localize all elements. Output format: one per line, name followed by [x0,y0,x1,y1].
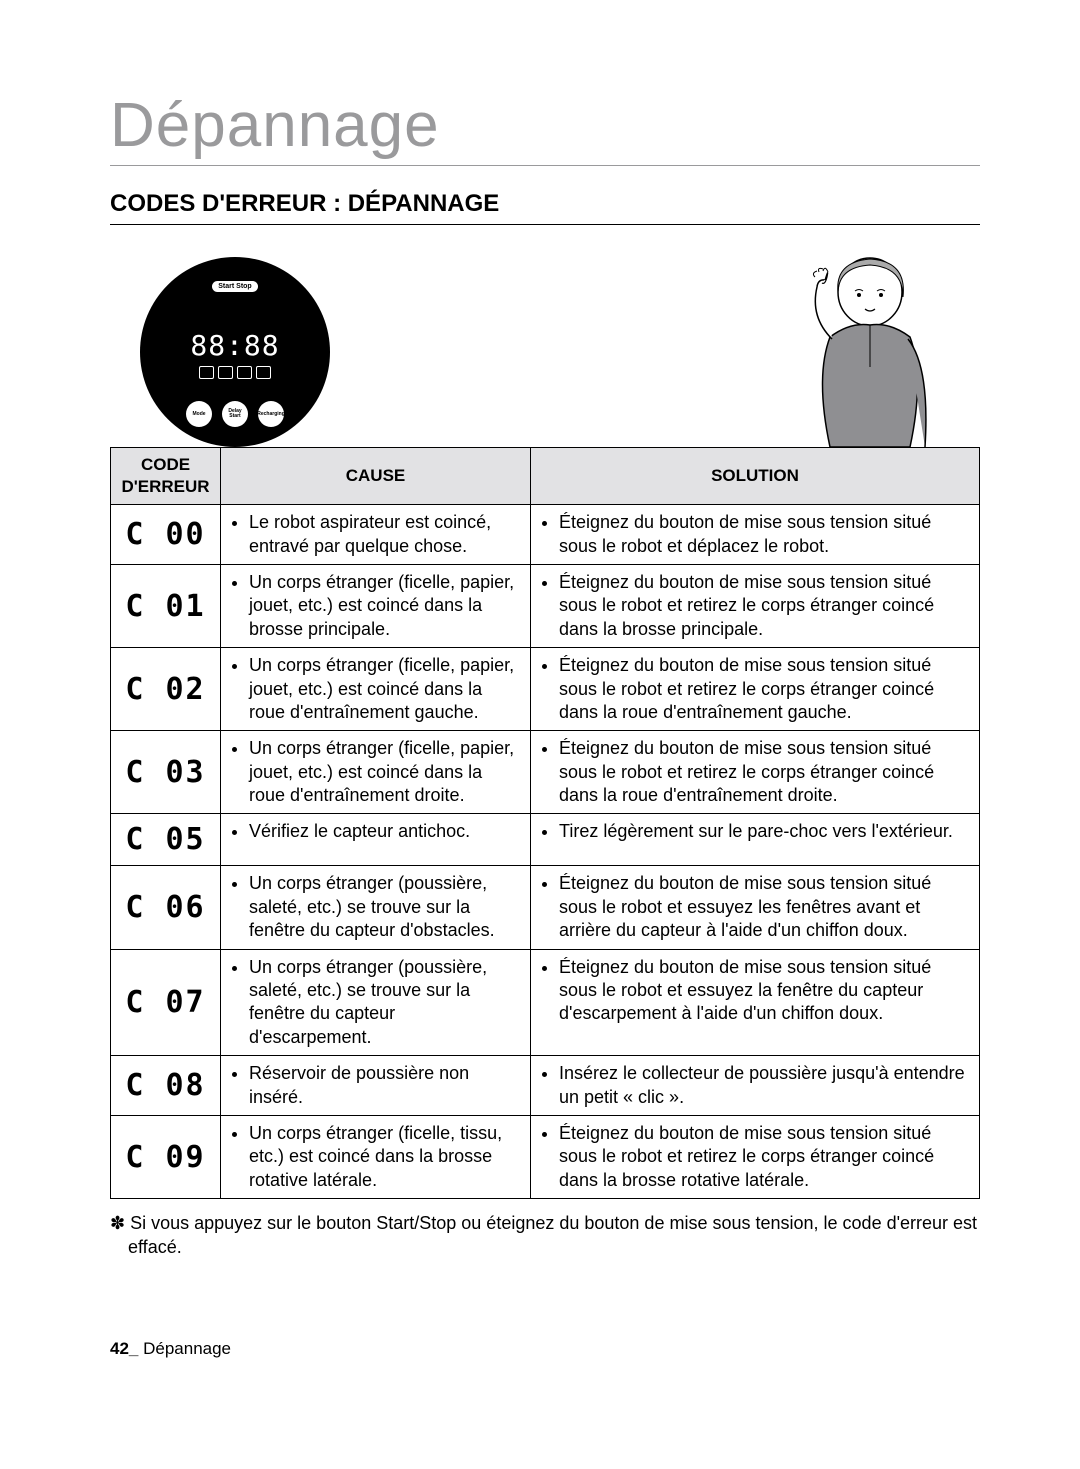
table-row: C 01 Un corps étranger (ficelle, papier, … [111,564,980,647]
images-row: Start Stop 88:88 Mode Delay Start Rechar… [110,247,980,447]
cause-cell: Un corps étranger (ficelle, tissu, etc.)… [221,1116,531,1199]
display-digits: 88:88 [190,329,279,362]
footer-title: Dépannage [138,1339,231,1358]
cause-text: Un corps étranger (ficelle, papier, joue… [249,737,520,807]
cause-text: Le robot aspirateur est coincé, entravé … [249,511,520,558]
header-solution: SOLUTION [531,448,980,505]
solution-cell: Éteignez du bouton de mise sous tension … [531,949,980,1056]
cause-text: Un corps étranger (ficelle, papier, joue… [249,571,520,641]
page-footer: 42_ Dépannage [110,1339,231,1359]
error-code-cell: C 01 [111,564,221,647]
error-code-cell: C 06 [111,866,221,949]
error-code-value: C 01 [125,589,205,624]
startstop-label: Start Stop [212,281,257,292]
table-row: C 05 Vérifiez le capteur antichoc. Tirez l… [111,814,980,866]
cause-text: Vérifiez le capteur antichoc. [249,820,520,843]
error-code-cell: C 00 [111,505,221,565]
cause-cell: Un corps étranger (poussière, saleté, et… [221,949,531,1056]
error-code-cell: C 09 [111,1116,221,1199]
solution-text: Éteignez du bouton de mise sous tension … [559,872,969,942]
solution-cell: Éteignez du bouton de mise sous tension … [531,505,980,565]
cause-cell: Un corps étranger (ficelle, papier, joue… [221,731,531,814]
cause-cell: Un corps étranger (poussière, saleté, et… [221,866,531,949]
cause-text: Réservoir de poussière non inséré. [249,1062,520,1109]
error-code-value: C 08 [125,1068,205,1103]
robot-display-illustration: Start Stop 88:88 Mode Delay Start Rechar… [140,257,330,447]
solution-text: Éteignez du bouton de mise sous tension … [559,654,969,724]
delay-button-icon: Delay Start [222,401,248,427]
solution-cell: Éteignez du bouton de mise sous tension … [531,564,980,647]
table-row: C 00 Le robot aspirateur est coincé, entr… [111,505,980,565]
solution-cell: Éteignez du bouton de mise sous tension … [531,731,980,814]
error-code-value: C 07 [125,985,205,1020]
error-code-cell: C 03 [111,731,221,814]
display-icons [199,366,271,379]
solution-cell: Tirez légèrement sur le pare-choc vers l… [531,814,980,866]
error-code-value: C 02 [125,672,205,707]
solution-text: Éteignez du bouton de mise sous tension … [559,1122,969,1192]
error-code-cell: C 07 [111,949,221,1056]
header-code: CODE D'ERREUR [111,448,221,505]
solution-text: Tirez légèrement sur le pare-choc vers l… [559,820,969,843]
table-row: C 08 Réservoir de poussière non inséré. In… [111,1056,980,1116]
footnote: ✽ Si vous appuyez sur le bouton Start/St… [110,1211,980,1260]
table-row: C 06 Un corps étranger (poussière, saleté… [111,866,980,949]
table-row: C 09 Un corps étranger (ficelle, tissu, e… [111,1116,980,1199]
error-codes-table: CODE D'ERREUR CAUSE SOLUTION C 00 Le robo… [110,447,980,1199]
solution-text: Éteignez du bouton de mise sous tension … [559,511,969,558]
error-code-value: C 00 [125,517,205,552]
solution-cell: Éteignez du bouton de mise sous tension … [531,648,980,731]
solution-cell: Insérez le collecteur de poussière jusqu… [531,1056,980,1116]
header-cause: CAUSE [221,448,531,505]
solution-cell: Éteignez du bouton de mise sous tension … [531,866,980,949]
mode-button-icon: Mode [186,401,212,427]
error-code-value: C 03 [125,755,205,790]
error-code-value: C 09 [125,1140,205,1175]
display-bottom-buttons: Mode Delay Start Recharging [186,401,284,427]
error-code-value: C 05 [125,822,205,857]
solution-text: Éteignez du bouton de mise sous tension … [559,737,969,807]
table-row: C 03 Un corps étranger (ficelle, papier, … [111,731,980,814]
error-code-cell: C 02 [111,648,221,731]
cause-cell: Le robot aspirateur est coincé, entravé … [221,505,531,565]
cause-text: Un corps étranger (poussière, saleté, et… [249,956,520,1050]
solution-cell: Éteignez du bouton de mise sous tension … [531,1116,980,1199]
cause-text: Un corps étranger (poussière, saleté, et… [249,872,520,942]
error-code-cell: C 08 [111,1056,221,1116]
solution-text: Éteignez du bouton de mise sous tension … [559,571,969,641]
recharge-button-icon: Recharging [258,401,284,427]
solution-text: Insérez le collecteur de poussière jusqu… [559,1062,969,1109]
error-code-value: C 06 [125,890,205,925]
table-row: C 07 Un corps étranger (poussière, saleté… [111,949,980,1056]
cause-cell: Vérifiez le capteur antichoc. [221,814,531,866]
cause-text: Un corps étranger (ficelle, tissu, etc.)… [249,1122,520,1192]
cause-cell: Un corps étranger (ficelle, papier, joue… [221,564,531,647]
cause-cell: Un corps étranger (ficelle, papier, joue… [221,648,531,731]
cause-cell: Réservoir de poussière non inséré. [221,1056,531,1116]
solution-text: Éteignez du bouton de mise sous tension … [559,956,969,1026]
page-title: Dépannage [110,90,980,166]
section-title: CODES D'ERREUR : DÉPANNAGE [110,190,980,225]
error-code-cell: C 05 [111,814,221,866]
person-illustration [775,247,950,447]
page-number: 42_ [110,1339,138,1358]
cause-text: Un corps étranger (ficelle, papier, joue… [249,654,520,724]
table-row: C 02 Un corps étranger (ficelle, papier, … [111,648,980,731]
